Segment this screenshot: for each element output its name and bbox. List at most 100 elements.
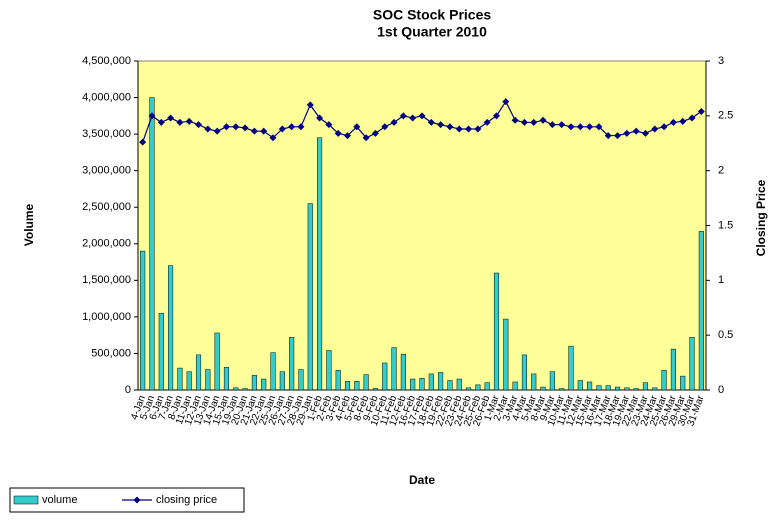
price-marker: [660, 123, 668, 131]
bar: [605, 385, 611, 391]
price-marker: [222, 123, 230, 131]
price-marker: [204, 125, 212, 133]
price-marker: [316, 114, 324, 122]
price-marker: [679, 117, 687, 125]
price-marker: [195, 121, 203, 129]
price-marker: [558, 121, 566, 129]
bar: [577, 380, 583, 391]
price-marker: [381, 123, 389, 131]
bar: [270, 352, 276, 391]
chart-subtitle: 1st Quarter 2010: [377, 24, 487, 40]
price-marker: [595, 123, 603, 131]
price-marker: [297, 123, 305, 131]
price-marker: [614, 132, 622, 140]
price-marker: [539, 116, 547, 124]
price-marker: [139, 138, 147, 146]
bar: [289, 337, 295, 391]
bar: [363, 374, 369, 391]
legend-label: volume: [42, 494, 77, 506]
price-marker: [362, 134, 370, 142]
bar: [633, 388, 639, 391]
price-marker: [213, 127, 221, 135]
bar: [382, 362, 388, 391]
price-marker: [288, 123, 296, 131]
bar: [614, 386, 621, 391]
bar: [261, 378, 267, 391]
price-marker: [437, 121, 445, 129]
price-marker: [623, 129, 631, 137]
price-marker: [474, 125, 482, 133]
x-axis-title: Date: [409, 473, 435, 487]
price-marker: [641, 129, 649, 137]
bar: [335, 370, 341, 391]
price-marker: [427, 118, 435, 126]
price-marker: [260, 127, 268, 135]
price-marker: [520, 118, 528, 126]
y-tick-label: 2,500,000: [82, 201, 131, 213]
bar: [521, 354, 527, 391]
price-marker: [232, 123, 240, 131]
price-marker: [306, 101, 314, 109]
bar: [149, 97, 155, 391]
bar: [540, 386, 546, 391]
price-marker: [157, 118, 165, 126]
chart-title: SOC Stock Prices: [373, 7, 491, 23]
y2-tick-label: 1.5: [718, 219, 733, 231]
y-tick-label: 0: [125, 384, 131, 396]
price-marker: [651, 125, 659, 133]
price-marker: [530, 118, 538, 126]
bar: [661, 370, 667, 391]
y2-tick-label: 0: [718, 384, 724, 396]
price-marker: [502, 98, 510, 106]
bar: [400, 353, 406, 391]
price-marker: [334, 129, 342, 137]
y-tick-label: 3,500,000: [82, 128, 131, 140]
price-marker: [278, 125, 286, 133]
price-marker: [446, 123, 454, 131]
y-tick-label: 500,000: [91, 347, 131, 359]
bar: [484, 382, 490, 391]
y-tick-label: 1,000,000: [82, 311, 131, 323]
price-marker: [241, 124, 249, 132]
bar: [689, 337, 695, 391]
y-tick-label: 4,000,000: [82, 91, 131, 103]
bar: [419, 378, 425, 391]
bar: [428, 373, 434, 391]
y-tick-label: 2,000,000: [82, 238, 131, 250]
price-marker: [511, 116, 519, 124]
bar: [391, 347, 397, 391]
y2-axis-title: Closing Price: [754, 179, 768, 256]
price-marker: [669, 118, 677, 126]
price-marker: [548, 121, 556, 129]
bar: [223, 367, 230, 391]
bar: [568, 345, 574, 391]
price-marker: [418, 112, 426, 120]
bar: [326, 350, 332, 391]
bar: [354, 380, 360, 391]
bar: [698, 231, 704, 391]
price-marker: [576, 123, 584, 131]
bar: [279, 371, 285, 391]
price-marker: [390, 118, 398, 126]
bar: [596, 385, 602, 391]
bar: [503, 318, 509, 391]
bar: [214, 332, 220, 391]
price-marker: [325, 121, 333, 129]
bar: [466, 387, 472, 391]
y2-tick-label: 2: [718, 165, 724, 177]
bar: [642, 382, 649, 391]
price-marker: [185, 117, 193, 125]
bar: [251, 375, 257, 391]
price-marker: [409, 114, 417, 122]
price-marker: [269, 134, 277, 142]
legend-marker: [133, 496, 141, 504]
bar: [512, 381, 518, 391]
price-marker: [465, 125, 473, 133]
price-marker: [344, 132, 352, 140]
bar: [177, 367, 183, 391]
price-marker: [632, 127, 640, 135]
price-marker: [586, 123, 594, 131]
bar: [195, 354, 202, 391]
bar: [531, 373, 537, 391]
y-axis-title: Volume: [22, 203, 36, 246]
